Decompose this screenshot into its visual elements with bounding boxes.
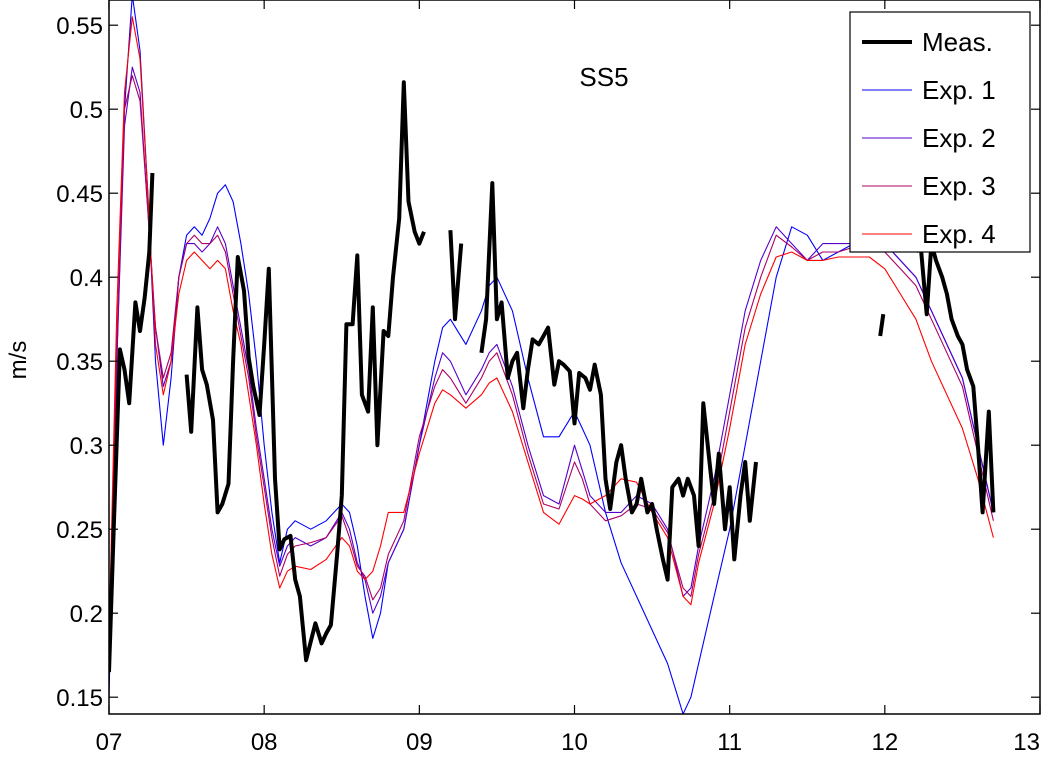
y-tick-label: 0.35 (56, 349, 103, 376)
series-line-meas-segment-2 (448, 230, 464, 322)
series-line-meas-segment-3 (479, 181, 758, 582)
series-line-meas-segment-0 (109, 172, 155, 673)
y-tick-label: 0.5 (70, 97, 103, 124)
legend-label: Exp. 1 (922, 75, 996, 105)
series-layer (109, 0, 996, 714)
y-tick-label: 0.45 (56, 181, 103, 208)
x-tick-label: 11 (717, 729, 742, 756)
series-line-meas-segment-1 (184, 80, 426, 663)
y-tick-label: 0.2 (70, 601, 103, 628)
series-line-exp-1-segment-0 (109, 0, 994, 714)
y-axis-label: m/s (5, 341, 32, 380)
series-line-exp-2-segment-0 (109, 66, 994, 664)
y-tick-label: 0.15 (56, 685, 103, 712)
legend-label: Exp. 4 (922, 219, 996, 249)
legend-label: Exp. 2 (922, 123, 996, 153)
y-tick-label: 0.3 (70, 433, 103, 460)
x-tick-label: 07 (96, 729, 123, 756)
y-tick-label: 0.55 (56, 13, 103, 40)
x-tick-label: 12 (871, 729, 898, 756)
legend-label: Exp. 3 (922, 171, 996, 201)
y-tick-label: 0.25 (56, 517, 103, 544)
x-tick-label: 08 (251, 729, 278, 756)
series-line-exp-4-segment-0 (109, 16, 994, 639)
series-line-meas-segment-5 (914, 241, 996, 515)
x-tick-label: 13 (1013, 729, 1040, 756)
series-line-meas-segment-4 (878, 313, 886, 337)
x-tick-label: 10 (561, 729, 588, 756)
chart-title: SS5 (579, 62, 628, 92)
legend-box (849, 11, 1031, 253)
x-tick-label: 09 (406, 729, 433, 756)
ticks-layer: 07 08 09 10 11 12 13 0.15 0.2 0.25 0.3 0.35 0.4 0.45 0… (56, 0, 1041, 756)
legend: Meas. Exp. 1 Exp. 2 Exp. 3 Exp. 4 (849, 11, 1031, 253)
series-line-exp-3-segment-0 (109, 75, 994, 656)
y-tick-label: 0.4 (70, 265, 103, 292)
legend-label: Meas. (922, 27, 993, 57)
